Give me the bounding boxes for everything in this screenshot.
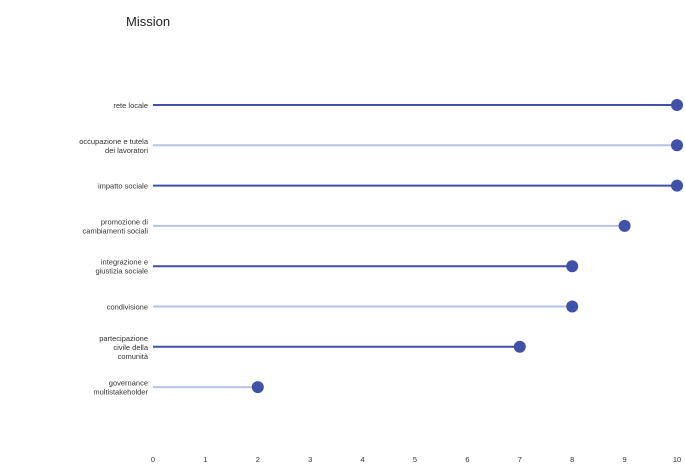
- category-label-0: rete locale: [113, 101, 148, 110]
- x-tick-label-2: 2: [256, 455, 260, 464]
- dot-0: [671, 99, 683, 111]
- dot-2: [671, 179, 683, 192]
- x-tick-label-10: 10: [673, 455, 681, 464]
- dot-6: [513, 340, 526, 353]
- category-label-3: promozione di cambiamenti sociali: [83, 217, 149, 235]
- x-tick-label-4: 4: [361, 455, 365, 464]
- dot-1: [671, 139, 683, 152]
- category-label-2: impatto sociale: [98, 182, 148, 191]
- category-label-5: condivisione: [107, 303, 148, 312]
- dots-group: [251, 99, 683, 394]
- category-label-7: governance multistakeholder: [93, 379, 148, 397]
- x-tick-label-6: 6: [465, 455, 469, 464]
- dot-4: [566, 260, 579, 273]
- x-tick-label-7: 7: [518, 455, 522, 464]
- chart-title: Mission: [126, 14, 171, 29]
- dot-7: [251, 381, 264, 394]
- category-labels: rete locale occupazione e tutela dei lavor…: [79, 101, 149, 397]
- stems-group: [153, 104, 677, 389]
- x-tick-label-9: 9: [623, 455, 627, 464]
- dot-3: [618, 219, 631, 232]
- dot-5: [566, 300, 579, 313]
- x-tick-label-5: 5: [413, 455, 417, 464]
- category-label-4: integrazione e giustizia sociale: [95, 258, 148, 276]
- category-label-1: occupazione e tutela dei lavoratori: [79, 137, 149, 155]
- x-tick-label-3: 3: [308, 455, 312, 464]
- category-label-6: partecipazione civile della comunità: [99, 334, 149, 361]
- x-tick-label-8: 8: [570, 455, 574, 464]
- x-tick-label-1: 1: [203, 455, 207, 464]
- x-tick-label-0: 0: [151, 455, 155, 464]
- x-axis-ticks: 0 1 2 3 4 5 6 7 8 9 10: [151, 455, 681, 464]
